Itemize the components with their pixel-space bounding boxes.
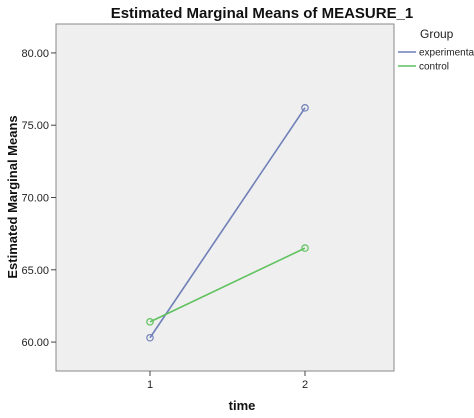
- y-tick-label: 70.00: [21, 193, 49, 205]
- data-point-control: [301, 244, 309, 252]
- data-point-control: [146, 318, 154, 326]
- chart-title: Estimated Marginal Means of MEASURE_1: [111, 5, 414, 22]
- legend-label-experimental: experimental: [419, 48, 474, 59]
- x-tick-label: 1: [147, 379, 153, 391]
- y-tick-label: 65.00: [21, 265, 49, 277]
- series-line-control: [149, 247, 306, 323]
- legend: Group experimental control: [398, 27, 474, 73]
- y-tick-label: 75.00: [21, 120, 49, 132]
- data-point-experimental: [146, 333, 154, 342]
- legend-label-control: control: [419, 62, 449, 73]
- y-tick-label: 60.00: [21, 337, 49, 349]
- y-tick-label: 80.00: [21, 48, 49, 60]
- y-axis-label: Estimated Marginal Means: [5, 115, 20, 278]
- x-axis-label: time: [229, 398, 256, 413]
- series-line-experimental: [149, 107, 306, 339]
- y-axis: 60.00 65.00 70.00 75.00 80.00: [21, 48, 56, 349]
- legend-title: Group: [420, 27, 454, 41]
- series-layer: [146, 104, 309, 342]
- plot-area: [55, 23, 395, 372]
- x-tick-label: 2: [302, 379, 308, 391]
- data-point-experimental: [301, 104, 309, 112]
